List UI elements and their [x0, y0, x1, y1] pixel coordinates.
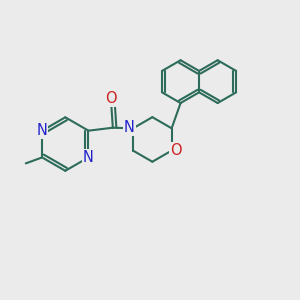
Text: N: N	[37, 123, 48, 138]
Text: O: O	[106, 92, 117, 106]
Text: N: N	[124, 120, 135, 135]
Text: N: N	[83, 150, 94, 165]
Text: O: O	[170, 143, 182, 158]
